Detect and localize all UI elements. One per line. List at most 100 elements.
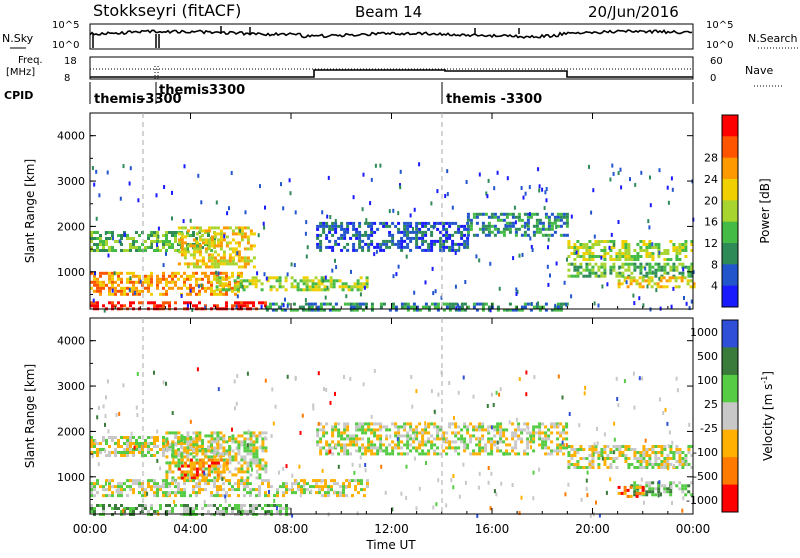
heatmap-cell (102, 280, 105, 284)
heatmap-cell (168, 464, 172, 468)
heatmap-cell (669, 265, 673, 269)
heatmap-cell (391, 440, 395, 444)
heatmap-cell (246, 235, 250, 239)
heatmap-cell (385, 242, 389, 246)
heatmap-cell (102, 286, 105, 290)
heatmap-cell (618, 255, 622, 258)
heatmap-cell (361, 446, 365, 450)
heatmap-speckle (165, 251, 167, 256)
heatmap-cell (621, 274, 625, 278)
heatmap-speckle (670, 176, 673, 181)
heatmap-cell (330, 485, 333, 489)
heatmap-speckle (538, 184, 541, 189)
heatmap-speckle (676, 388, 679, 393)
heatmap-cell (331, 248, 335, 252)
heatmap-cell (496, 230, 500, 234)
heatmap-speckle (640, 170, 643, 175)
heatmap-cell (213, 449, 217, 453)
heatmap-speckle (235, 446, 238, 451)
heatmap-cell (174, 283, 177, 287)
heatmap-cell (210, 440, 214, 444)
heatmap-cell (648, 262, 652, 266)
heatmap-cell (162, 304, 165, 308)
heatmap-speckle (478, 172, 481, 177)
heatmap-cell (292, 302, 296, 306)
heatmap-cell (331, 440, 335, 444)
heatmap-speckle (655, 288, 658, 293)
heatmap-speckle (353, 470, 356, 475)
heatmap-speckle (256, 469, 259, 474)
heatmap-cell (99, 451, 102, 454)
heatmap-cell (654, 451, 658, 454)
heatmap-cell (345, 479, 348, 483)
heatmap-cell (141, 243, 144, 246)
heatmap-cell (591, 255, 595, 258)
heatmap-cell (192, 250, 196, 254)
heatmap-cell (412, 302, 416, 306)
heatmap-cell (675, 451, 679, 454)
heatmap-cell (556, 212, 560, 216)
heatmap-cell (493, 224, 497, 228)
heatmap-cell (654, 243, 658, 246)
heatmap-cell (612, 457, 616, 460)
heatmap-cell (349, 437, 353, 441)
heatmap-cell (207, 458, 211, 462)
heatmap-cell (108, 301, 111, 305)
heatmap-cell (681, 466, 685, 469)
heatmap-cell (219, 485, 222, 489)
heatmap-cell (352, 248, 356, 252)
heatmap-cell (439, 236, 443, 240)
heatmap-cell (366, 485, 369, 489)
heatmap-cell (99, 283, 102, 287)
heatmap-cell (207, 274, 210, 278)
heatmap-cell (111, 274, 114, 278)
heatmap-speckle (533, 375, 536, 380)
heatmap-cell (388, 230, 392, 234)
x-tick-label: 04:00 (173, 522, 208, 536)
heatmap-cell (343, 227, 347, 231)
heatmap-speckle (642, 303, 645, 308)
heatmap-cell (690, 493, 694, 497)
heatmap-cell (627, 268, 631, 272)
heatmap-cell (547, 434, 551, 438)
heatmap-cell (376, 428, 380, 432)
heatmap-cell (397, 242, 401, 246)
heatmap-cell (264, 467, 268, 471)
heatmap-speckle (522, 195, 525, 200)
heatmap-cell (138, 479, 141, 483)
heatmap-cell (165, 249, 168, 252)
heatmap-cell (246, 259, 250, 263)
heatmap-cell (672, 243, 676, 246)
heatmap-cell (463, 242, 467, 246)
heatmap-cell (508, 452, 512, 456)
heatmap-cell (579, 466, 583, 469)
heatmap-speckle (529, 236, 532, 241)
heatmap-cell (150, 283, 153, 287)
heatmap-speckle (92, 298, 95, 303)
heatmap-cell (633, 268, 637, 272)
heatmap-cell (603, 262, 607, 266)
heatmap-speckle (675, 376, 678, 381)
heatmap-cell (514, 305, 518, 309)
heatmap-cell (219, 262, 223, 266)
heatmap-cell (424, 305, 428, 309)
heatmap-cell (632, 276, 636, 280)
heatmap-cell (376, 449, 380, 453)
time-axis-label: Time UT (365, 538, 416, 552)
heatmap-cell (225, 304, 228, 308)
heatmap-cell (180, 253, 184, 257)
heatmap-cell (180, 455, 184, 459)
heatmap-cell (436, 308, 440, 312)
heatmap-cell (249, 491, 252, 495)
heatmap-cell (690, 240, 694, 243)
heatmap-cell (162, 442, 165, 445)
heatmap-cell (439, 245, 443, 249)
heatmap-cell (532, 440, 536, 444)
heatmap-cell (219, 292, 222, 296)
heatmap-cell (585, 258, 589, 261)
heatmap-cell (192, 440, 196, 444)
heatmap-cell (360, 479, 363, 483)
heatmap-cell (96, 277, 99, 281)
heatmap-cell (412, 308, 416, 312)
heatmap-speckle (496, 170, 499, 175)
